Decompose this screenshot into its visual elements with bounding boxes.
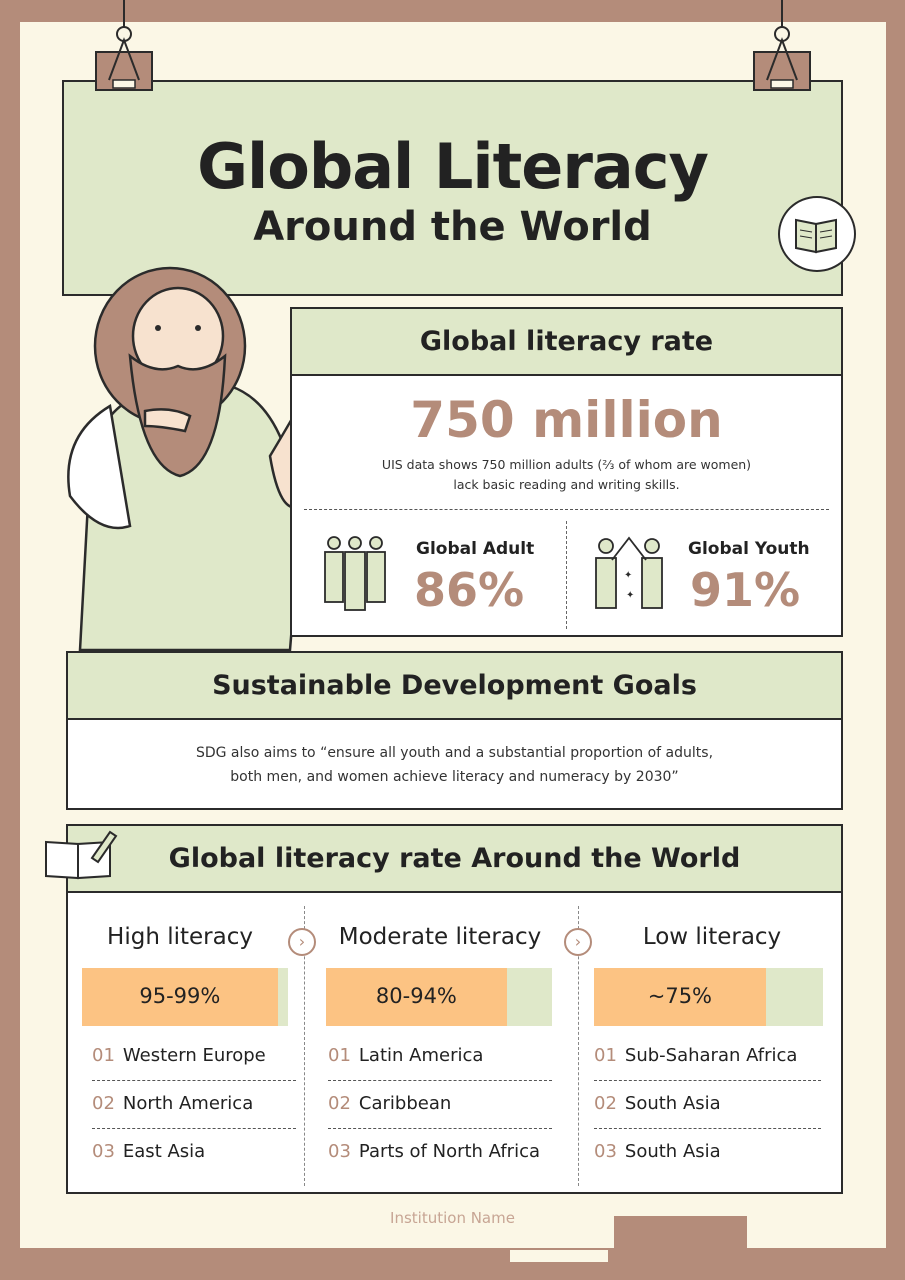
- column-divider: [578, 906, 579, 1186]
- region-list-item: 01 Western Europe: [92, 1045, 266, 1066]
- bottom-tab-decoration: [614, 1216, 747, 1256]
- title-card: Global Literacy Around the World: [62, 80, 843, 296]
- region-item-name: East Asia: [122, 1141, 206, 1162]
- region-item-number: 02: [328, 1093, 351, 1114]
- region-list-item: 01 Sub-Saharan Africa: [594, 1045, 797, 1066]
- literacy-range-bar: 95-99%: [82, 968, 288, 1026]
- region-item-number: 03: [92, 1141, 115, 1162]
- region-item-number: 03: [328, 1141, 351, 1162]
- region-item-number: 02: [92, 1093, 115, 1114]
- literacy-range-label: ~75%: [647, 984, 713, 1008]
- region-column-title: High literacy: [107, 924, 253, 950]
- literacy-range-label: 80-94%: [375, 984, 457, 1008]
- region-list-item: 02 Caribbean: [328, 1093, 451, 1114]
- region-item-name: Western Europe: [122, 1045, 266, 1066]
- literacy-range-bar: ~75%: [594, 968, 823, 1026]
- literacy-range-bar-fill: [594, 968, 766, 1026]
- region-item-number: 01: [328, 1045, 351, 1066]
- page-subtitle: Around the World: [253, 204, 652, 250]
- adult-value: 86%: [414, 563, 525, 617]
- region-list-item: 01 Latin America: [328, 1045, 483, 1066]
- literacy-range-label: 95-99%: [139, 984, 221, 1008]
- region-item-name: Parts of North Africa: [358, 1141, 541, 1162]
- institution-name: Institution Name: [390, 1209, 515, 1227]
- divider: [92, 1128, 296, 1129]
- description-line: lack basic reading and writing skills.: [453, 477, 680, 492]
- divider: [594, 1128, 821, 1129]
- page-title: Global Literacy: [197, 130, 709, 203]
- literacy-range-bar: 80-94%: [326, 968, 552, 1026]
- region-list-item: 03 East Asia: [92, 1141, 205, 1162]
- chevron-right-icon: ›: [564, 928, 592, 956]
- sdg-text: SDG also aims to “ensure all youth and a…: [68, 741, 841, 789]
- sdg-text-line: SDG also aims to “ensure all youth and a…: [195, 745, 714, 761]
- region-item-number: 02: [594, 1093, 617, 1114]
- divider: [328, 1080, 552, 1081]
- region-item-number: 01: [92, 1045, 115, 1066]
- divider: [566, 521, 567, 629]
- headline-description: UIS data shows 750 million adults (⅔ of …: [292, 455, 841, 495]
- region-list-item: 02 South Asia: [594, 1093, 721, 1114]
- literacy-rate-card: Global literacy rate 750 million UIS dat…: [290, 307, 843, 637]
- region-column-title: Low literacy: [642, 924, 782, 950]
- column-divider: [304, 906, 305, 1186]
- binder-clip-icon: [95, 0, 153, 91]
- binder-clip-icon: [753, 0, 811, 91]
- region-item-number: 03: [594, 1141, 617, 1162]
- region-item-name: Latin America: [358, 1045, 484, 1066]
- open-book-icon: [778, 196, 856, 272]
- divider: [328, 1128, 552, 1129]
- sdg-heading: Sustainable Development Goals: [68, 653, 841, 720]
- svg-text:✦: ✦: [626, 590, 634, 601]
- chevron-right-icon: ›: [288, 928, 316, 956]
- youth-value: 91%: [690, 563, 801, 617]
- region-item-name: South Asia: [624, 1141, 721, 1162]
- region-item-name: South Asia: [624, 1093, 721, 1114]
- adult-label: Global Adult: [416, 539, 535, 559]
- literacy-range-bar-fill: [326, 968, 507, 1026]
- literacy-range-bar-fill: [82, 968, 278, 1026]
- literacy-rate-heading: Global literacy rate: [292, 309, 841, 376]
- divider: [594, 1080, 821, 1081]
- youth-high-five-icon: ✦✦: [595, 536, 663, 609]
- region-list-item: 03 South Asia: [594, 1141, 721, 1162]
- region-item-name: Caribbean: [358, 1093, 452, 1114]
- youth-label: Global Youth: [688, 539, 810, 559]
- description-line: UIS data shows 750 million adults (⅔ of …: [381, 457, 752, 472]
- headline-stat: 750 million: [410, 391, 723, 449]
- svg-text:✦: ✦: [624, 570, 632, 581]
- region-item-number: 01: [594, 1045, 617, 1066]
- book-pencil-icon: [45, 830, 118, 880]
- adults-group-icon: [324, 536, 386, 611]
- sdg-card: Sustainable Development Goals SDG also a…: [66, 651, 843, 810]
- divider: [92, 1080, 296, 1081]
- region-list-item: 03 Parts of North Africa: [328, 1141, 540, 1162]
- region-list-item: 02 North America: [92, 1093, 253, 1114]
- divider: [304, 509, 829, 510]
- regions-heading: Global literacy rate Around the World: [68, 826, 841, 893]
- region-item-name: North America: [122, 1093, 254, 1114]
- bottom-strip-decoration: [510, 1250, 608, 1262]
- sdg-text-line: both men, and women achieve literacy and…: [230, 769, 679, 785]
- region-column-title: Moderate literacy: [338, 924, 542, 950]
- region-item-name: Sub-Saharan Africa: [624, 1045, 798, 1066]
